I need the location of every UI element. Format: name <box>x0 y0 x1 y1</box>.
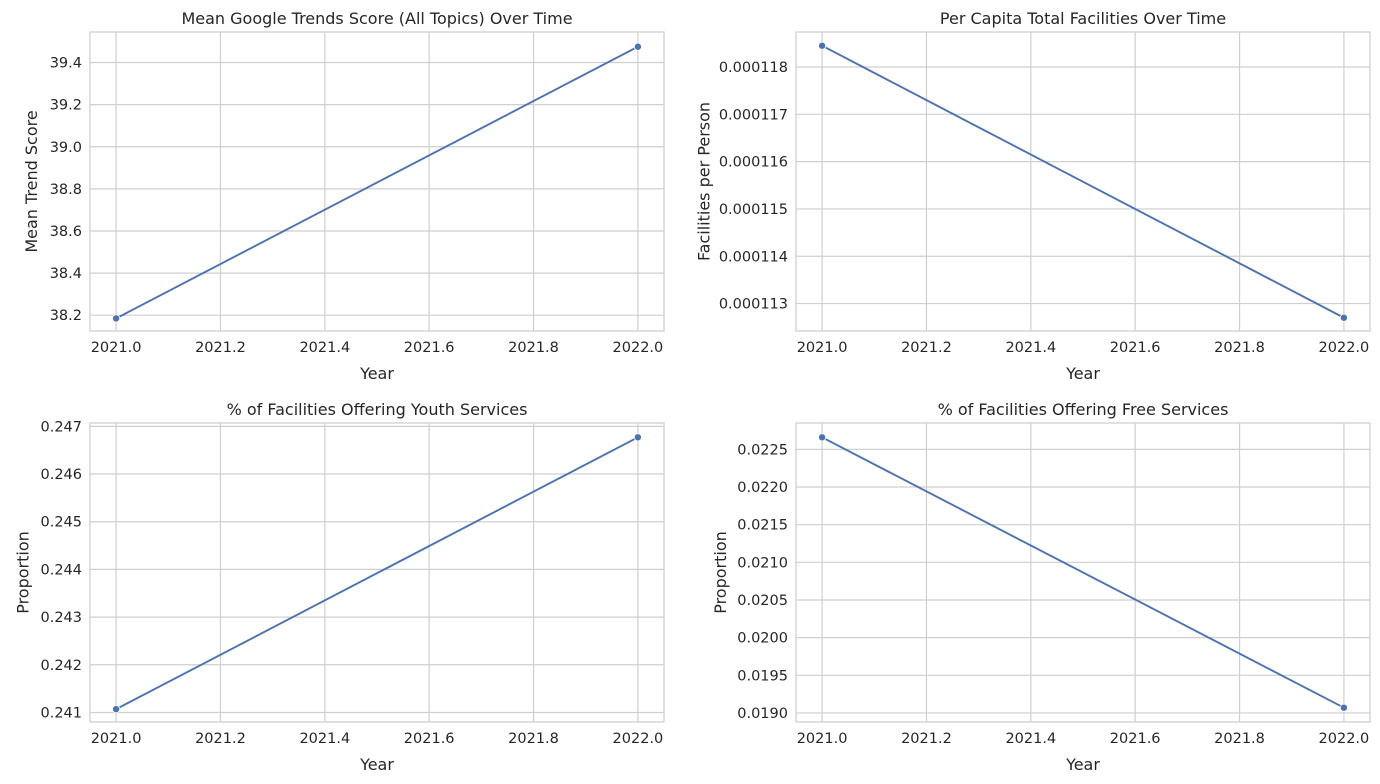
x-tick-label: 2021.0 <box>91 731 142 747</box>
x-tick-label: 2021.4 <box>299 340 350 356</box>
x-tick-label: 2021.6 <box>1110 731 1161 747</box>
x-tick-label: 2021.4 <box>1005 731 1056 747</box>
data-point <box>1339 313 1348 322</box>
y-tick-label: 39.0 <box>50 140 82 156</box>
y-tick-label: 39.4 <box>50 56 82 72</box>
x-tick-label: 2021.4 <box>1005 340 1056 356</box>
data-point <box>633 433 642 442</box>
series-line <box>821 44 1345 319</box>
y-tick-label: 0.0220 <box>737 480 788 496</box>
x-tick-label: 2022.0 <box>1319 340 1370 356</box>
y-tick-label: 0.242 <box>40 658 82 674</box>
y-tick-label: 0.0200 <box>737 631 788 647</box>
y-tick-label: 0.0215 <box>737 518 788 534</box>
subplot-4: 2021.0 2021.2 2021.4 2021.6 2021.8 2022.0 0.01… <box>711 400 1371 774</box>
x-tick-label: 2021.8 <box>1214 340 1265 356</box>
x-tick-label: 2021.2 <box>901 731 952 747</box>
x-tick-label: 2021.8 <box>1214 731 1265 747</box>
y-axis-label: Proportion <box>14 531 33 614</box>
chart-title: Mean Google Trends Score (All Topics) Ov… <box>181 9 572 28</box>
y-tick-label: 0.243 <box>40 610 82 626</box>
x-tick-label: 2021.8 <box>508 340 559 356</box>
y-axis-label: Mean Trend Score <box>22 110 41 252</box>
x-axis-label: Year <box>359 364 394 383</box>
y-tick-label: 0.0205 <box>737 593 788 609</box>
y-tick-label: 0.0210 <box>737 555 788 571</box>
x-tick-label: 2021.6 <box>1110 340 1161 356</box>
y-tick-label: 0.000116 <box>719 155 788 171</box>
y-tick-label: 38.6 <box>50 224 82 240</box>
data-point <box>1339 703 1348 712</box>
y-tick-label: 0.000118 <box>719 60 788 76</box>
x-axis-label: Year <box>1065 364 1100 383</box>
subplot-2: 2021.0 2021.2 2021.4 2021.6 2021.8 2022.0 0.00… <box>695 9 1371 383</box>
x-tick-label: 2021.4 <box>299 731 350 747</box>
y-axis-label: Proportion <box>711 531 730 614</box>
y-tick-label: 38.8 <box>50 182 82 198</box>
subplot-3: 2021.0 2021.2 2021.4 2021.6 2021.8 2022.0 0.24… <box>14 400 665 774</box>
y-tick-label: 0.244 <box>40 562 82 578</box>
data-point <box>112 314 121 323</box>
y-tick-label: 0.0225 <box>737 442 788 458</box>
x-tick-label: 2021.2 <box>195 340 246 356</box>
y-tick-label: 0.0190 <box>737 706 788 722</box>
data-point <box>112 705 121 714</box>
y-tick-label: 0.246 <box>40 467 82 483</box>
series-line <box>115 45 639 320</box>
x-tick-label: 2021.0 <box>797 731 848 747</box>
chart-title: % of Facilities Offering Free Services <box>938 400 1229 419</box>
x-tick-label: 2021.6 <box>404 731 455 747</box>
series-line <box>115 436 639 710</box>
chart-title: % of Facilities Offering Youth Services <box>227 400 528 419</box>
x-tick-label: 2022.0 <box>613 340 664 356</box>
y-tick-label: 0.000115 <box>719 202 788 218</box>
x-tick-label: 2021.0 <box>797 340 848 356</box>
series-line <box>821 436 1345 709</box>
y-tick-label: 0.000117 <box>719 107 788 123</box>
x-axis-label: Year <box>1065 755 1100 774</box>
x-tick-label: 2021.0 <box>91 340 142 356</box>
y-tick-label: 0.247 <box>40 419 82 435</box>
y-tick-label: 38.4 <box>50 266 82 282</box>
x-axis-label: Year <box>359 755 394 774</box>
y-tick-label: 0.245 <box>40 515 82 531</box>
data-point <box>633 42 642 51</box>
x-tick-label: 2022.0 <box>1319 731 1370 747</box>
y-tick-label: 38.2 <box>50 308 82 324</box>
y-tick-label: 39.2 <box>50 98 82 114</box>
x-tick-label: 2022.0 <box>613 731 664 747</box>
x-tick-label: 2021.8 <box>508 731 559 747</box>
subplot-1: 2021.0 2021.2 2021.4 2021.6 2021.8 2022.0 38.2… <box>22 9 665 383</box>
y-tick-label: 0.241 <box>40 705 82 721</box>
y-tick-label: 0.000113 <box>719 297 788 313</box>
x-tick-label: 2021.2 <box>195 731 246 747</box>
chart-title: Per Capita Total Facilities Over Time <box>940 9 1226 28</box>
data-point <box>818 41 827 50</box>
data-point <box>818 433 827 442</box>
y-axis-label: Facilities per Person <box>695 102 714 261</box>
x-tick-label: 2021.2 <box>901 340 952 356</box>
y-tick-label: 0.0195 <box>737 668 788 684</box>
y-tick-label: 0.000114 <box>719 249 788 265</box>
x-tick-label: 2021.6 <box>404 340 455 356</box>
